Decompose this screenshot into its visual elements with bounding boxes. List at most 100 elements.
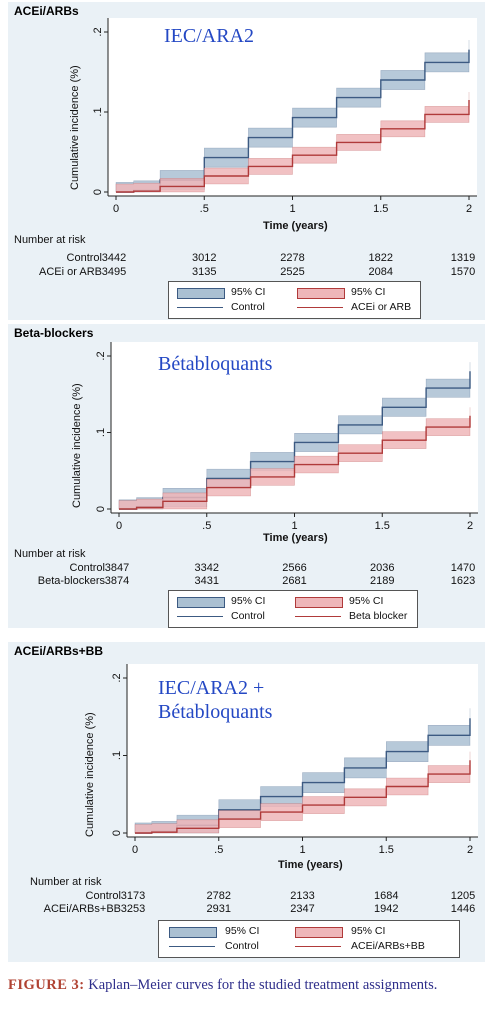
- risk-value: 3847: [104, 562, 130, 574]
- risk-row-label: ACEi or ARB: [39, 266, 102, 278]
- legend-line-treatment: [295, 616, 341, 617]
- risk-value: 3012: [192, 252, 217, 264]
- risk-value: 2347: [290, 903, 315, 915]
- ci-band-treatment: [115, 92, 470, 193]
- legend-label-control-ci: 95% CI: [225, 925, 260, 937]
- x-tick-label: 1.5: [373, 203, 388, 215]
- legend-swatch-treat-ci: [295, 927, 343, 938]
- x-tick-label: 0: [132, 844, 138, 856]
- legend-swatch-treat-ci: [297, 288, 345, 299]
- x-tick-label: 1: [299, 844, 305, 856]
- y-tick-label: 0: [111, 830, 123, 836]
- y-tick-label: .1: [111, 751, 123, 760]
- y-tick-label: .2: [92, 27, 104, 36]
- legend-swatch-control-ci: [177, 597, 225, 608]
- risk-value: 3173: [120, 890, 146, 902]
- risk-value: 2133: [290, 890, 315, 902]
- x-tick-label: 2: [466, 203, 472, 215]
- legend-label-control: Control: [231, 301, 265, 313]
- panel-title: ACEi/ARBs+BB: [14, 644, 104, 658]
- risk-value: 1446: [450, 903, 476, 915]
- legend-label-control: Control: [231, 610, 265, 622]
- legend-label-treat-ci: 95% CI: [351, 286, 386, 298]
- x-axis-label: Time (years): [263, 532, 328, 544]
- legend: 95% CI 95% CI Control ACEi or ARB: [168, 281, 421, 319]
- risk-value: 2036: [370, 562, 395, 574]
- km-curve-treatment: [119, 415, 471, 510]
- risk-value: 3442: [101, 252, 127, 264]
- y-axis-label: Cumulative incidence (%): [71, 383, 83, 508]
- risk-row-label: Control: [69, 562, 105, 574]
- legend-swatch-treat-ci: [295, 597, 343, 608]
- y-tick-label: .2: [95, 351, 107, 360]
- risk-value: 1319: [450, 252, 476, 264]
- risk-value: 2681: [282, 575, 307, 587]
- risk-value: 1822: [368, 252, 393, 264]
- ci-band-treatment: [134, 751, 471, 834]
- legend-label-treatment: Beta blocker: [349, 610, 408, 622]
- panel-title: ACEi/ARBs: [14, 4, 79, 18]
- risk-value: 2278: [280, 252, 305, 264]
- risk-value: 1623: [450, 575, 476, 587]
- x-tick-label: 1: [289, 203, 295, 215]
- risk-value: 3495: [101, 266, 127, 278]
- overlay-annotation: Bétabloquants: [158, 353, 273, 375]
- km-plot: 0 .1 .2 0 .5 1 1.5 2: [95, 342, 478, 532]
- y-tick-label: 0: [92, 189, 104, 195]
- km-panel-beta-blockers: Beta-blockers 0 .1 .2 0 .5 1 1.5 2 Bétabloquant…: [8, 324, 485, 628]
- x-tick-label: .5: [214, 844, 223, 856]
- x-tick-label: 1: [291, 520, 297, 532]
- legend-swatch-control-ci: [169, 927, 217, 938]
- km-panel-acei-arbs-bb: ACEi/ARBs+BB 0 .1 .2 0 .5 1 1.5 2 IEC/ARA2 + Bé…: [8, 642, 485, 962]
- risk-value: 1942: [374, 903, 399, 915]
- x-tick-label: 0: [113, 203, 119, 215]
- caption-text: Kaplan–Meier curves for the studied trea…: [88, 977, 438, 993]
- legend-line-treatment: [295, 946, 341, 947]
- risk-value: 1205: [450, 890, 476, 902]
- risk-value: 2566: [282, 562, 307, 574]
- risk-value: 3135: [192, 266, 217, 278]
- x-tick-label: 0: [116, 520, 122, 532]
- legend-label-control-ci: 95% CI: [231, 286, 266, 298]
- figure-caption: FIGURE 3: Kaplan–Meier curves for the st…: [8, 975, 478, 995]
- risk-row-label: Beta-blockers: [37, 575, 105, 587]
- km-curve-treatment: [135, 760, 471, 834]
- x-tick-label: .5: [202, 520, 211, 532]
- overlay-annotation: IEC/ARA2 + Bétabloquants: [158, 677, 273, 723]
- km-plot: 0 .1 .2 0 .5 1 1.5 2: [92, 18, 477, 215]
- panel-title: Beta-blockers: [14, 326, 94, 340]
- legend-swatch-control-ci: [177, 288, 225, 299]
- risk-value: 1570: [450, 266, 476, 278]
- km-curve-treatment: [116, 100, 470, 193]
- legend-label-control: Control: [225, 940, 259, 952]
- y-tick-label: .2: [111, 673, 123, 682]
- x-tick-label: 2: [467, 520, 473, 532]
- risk-value: 1684: [374, 890, 399, 902]
- legend-line-treatment: [297, 307, 343, 308]
- y-axis-label: Cumulative incidence (%): [84, 712, 96, 837]
- risk-value: 3342: [194, 562, 219, 574]
- risk-value: 1470: [450, 562, 476, 574]
- risk-value: 2189: [370, 575, 395, 587]
- legend: 95% CI 95% CI Control Beta blocker: [168, 590, 418, 628]
- risk-table-header: Number at risk: [14, 548, 86, 560]
- risk-value: 2782: [206, 890, 231, 902]
- ci-band-treatment: [118, 407, 471, 510]
- y-tick-label: .1: [92, 107, 104, 116]
- risk-row-label: Control: [66, 252, 102, 264]
- x-axis-label: Time (years): [278, 859, 343, 871]
- legend-label-treat-ci: 95% CI: [351, 925, 386, 937]
- km-panel-acei-arbs: ACEi/ARBs 0 .1 .2 0 .5 1 1.5 2 IEC/ARA2 Cumulat…: [8, 2, 485, 320]
- legend-line-control: [177, 616, 223, 617]
- y-tick-label: .1: [95, 428, 107, 437]
- caption-label: FIGURE 3:: [8, 977, 85, 993]
- x-tick-label: 2: [467, 844, 473, 856]
- legend-line-control: [177, 307, 223, 308]
- risk-row-label: Control: [85, 890, 121, 902]
- y-tick-label: 0: [95, 506, 107, 512]
- x-tick-label: 1.5: [375, 520, 390, 532]
- km-plot: 0 .1 .2 0 .5 1 1.5 2: [111, 664, 478, 856]
- risk-value: 3431: [194, 575, 219, 587]
- x-tick-label: .5: [200, 203, 209, 215]
- risk-value: 2084: [368, 266, 393, 278]
